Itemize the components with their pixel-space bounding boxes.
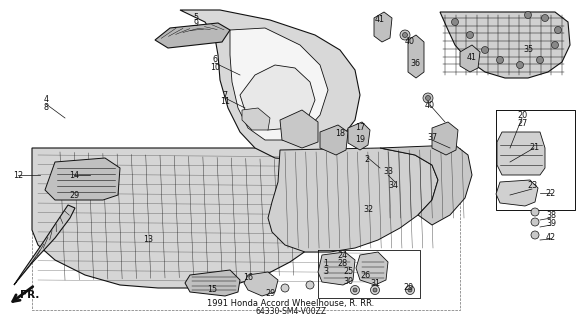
Text: 11: 11 [220, 98, 230, 107]
Circle shape [482, 46, 489, 53]
Text: 41: 41 [467, 53, 477, 62]
Polygon shape [408, 35, 424, 78]
Circle shape [531, 231, 539, 239]
Text: 5: 5 [194, 12, 199, 21]
Circle shape [466, 31, 473, 38]
Text: 31: 31 [370, 279, 380, 289]
Polygon shape [268, 148, 438, 252]
Text: 13: 13 [143, 236, 153, 244]
Polygon shape [496, 180, 538, 206]
Text: 9: 9 [194, 20, 199, 28]
Text: 28: 28 [337, 259, 347, 268]
Circle shape [536, 57, 543, 63]
Polygon shape [356, 252, 388, 285]
Circle shape [542, 14, 549, 21]
Text: 18: 18 [335, 129, 345, 138]
Circle shape [408, 288, 412, 292]
Text: 29: 29 [69, 190, 79, 199]
Polygon shape [374, 12, 392, 42]
Polygon shape [185, 270, 240, 296]
Text: 27: 27 [517, 118, 527, 127]
Text: 12: 12 [13, 171, 23, 180]
Circle shape [497, 57, 504, 63]
Polygon shape [32, 148, 385, 288]
Circle shape [451, 19, 458, 26]
Circle shape [402, 33, 408, 37]
Polygon shape [432, 122, 458, 155]
Text: 42: 42 [546, 233, 556, 242]
Text: 17: 17 [355, 123, 365, 132]
Polygon shape [230, 28, 328, 140]
Polygon shape [280, 110, 318, 148]
Circle shape [350, 285, 360, 294]
Text: 15: 15 [207, 284, 217, 293]
Text: 7: 7 [223, 91, 227, 100]
Polygon shape [240, 65, 315, 130]
Circle shape [531, 208, 539, 216]
Text: 41: 41 [375, 15, 385, 25]
Polygon shape [45, 158, 120, 200]
Text: 36: 36 [410, 59, 420, 68]
Text: 14: 14 [69, 171, 79, 180]
Circle shape [373, 288, 377, 292]
Text: 8: 8 [44, 102, 48, 111]
Circle shape [306, 281, 314, 289]
Text: 26: 26 [360, 270, 370, 279]
Polygon shape [320, 125, 348, 155]
Text: 23: 23 [527, 181, 537, 190]
Polygon shape [497, 132, 545, 175]
Polygon shape [242, 108, 270, 130]
Polygon shape [14, 205, 75, 285]
Text: FR.: FR. [20, 290, 40, 300]
Text: 4: 4 [44, 95, 48, 105]
Text: 40: 40 [405, 37, 415, 46]
Text: 16: 16 [243, 274, 253, 283]
Circle shape [554, 27, 561, 34]
Text: 21: 21 [529, 143, 539, 153]
Circle shape [426, 95, 430, 100]
Text: 24: 24 [337, 251, 347, 260]
Text: 35: 35 [523, 45, 533, 54]
Polygon shape [440, 12, 570, 78]
Circle shape [400, 30, 410, 40]
Circle shape [423, 93, 433, 103]
Polygon shape [180, 10, 360, 160]
Text: 1991 Honda Accord Wheelhouse, R. RR.: 1991 Honda Accord Wheelhouse, R. RR. [208, 299, 375, 308]
Text: 6: 6 [212, 55, 217, 65]
Circle shape [371, 285, 380, 294]
Text: 30: 30 [343, 276, 353, 285]
Text: 64330-SM4-V00ZZ: 64330-SM4-V00ZZ [255, 307, 326, 316]
Polygon shape [460, 45, 480, 72]
Text: 29: 29 [265, 289, 275, 298]
Polygon shape [348, 122, 370, 150]
Circle shape [281, 284, 289, 292]
Circle shape [552, 42, 559, 49]
Polygon shape [244, 272, 278, 296]
Text: 40: 40 [425, 100, 435, 109]
Circle shape [517, 61, 524, 68]
Circle shape [525, 12, 532, 19]
Text: 19: 19 [355, 135, 365, 145]
Text: 2: 2 [364, 156, 370, 164]
Circle shape [353, 288, 357, 292]
Text: 29: 29 [403, 284, 413, 292]
Text: 33: 33 [383, 167, 393, 177]
Circle shape [531, 218, 539, 226]
Polygon shape [155, 23, 230, 48]
Text: 3: 3 [324, 267, 328, 276]
Text: 10: 10 [210, 62, 220, 71]
Text: 34: 34 [388, 180, 398, 189]
Text: 20: 20 [517, 110, 527, 119]
Polygon shape [380, 145, 472, 225]
Text: 37: 37 [427, 133, 437, 142]
Circle shape [406, 285, 415, 294]
Text: 25: 25 [343, 267, 353, 276]
Text: 32: 32 [363, 205, 373, 214]
Polygon shape [318, 252, 355, 285]
Text: 1: 1 [324, 259, 328, 268]
Text: 38: 38 [546, 211, 556, 220]
Text: 22: 22 [546, 188, 556, 197]
Text: 39: 39 [546, 219, 556, 228]
